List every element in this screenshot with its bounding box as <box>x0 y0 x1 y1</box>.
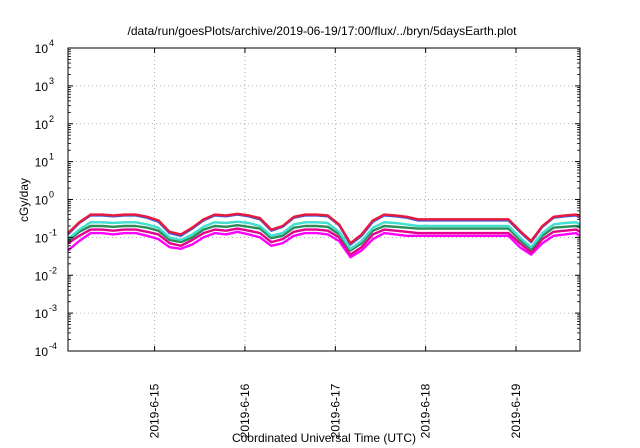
x-tick-label: 2019-6-16 <box>238 383 252 438</box>
y-tick-label: 10 <box>35 156 49 170</box>
x-tick-label: 2019-6-19 <box>509 383 523 438</box>
x-axis-label: Coordinated Universal Time (UTC) <box>232 431 416 445</box>
series-line-4 <box>67 227 581 256</box>
series-line-5 <box>67 230 581 259</box>
y-tick-label: 10 <box>35 80 49 94</box>
y-tick-label: 10 <box>35 345 49 359</box>
y-axis-label: cGy/day <box>17 178 31 222</box>
y-tick-label: 10 <box>35 231 49 245</box>
y-tick-label-exponent: -2 <box>49 265 57 275</box>
y-tick-label-exponent: -3 <box>49 303 57 313</box>
x-tick-label: 2019-6-17 <box>328 383 342 438</box>
y-tick-label-exponent: 4 <box>49 38 54 48</box>
y-tick-label-exponent: -4 <box>49 341 57 351</box>
series-line-2 <box>67 220 581 250</box>
x-axis: 2019-6-15 2019-6-16 2019-6-17 2019-6-18 2019… <box>148 48 523 438</box>
series-line-3 <box>67 224 581 252</box>
y-tick-label: 10 <box>35 194 49 208</box>
y-tick-label-exponent: 3 <box>49 76 54 86</box>
y-tick-label: 10 <box>35 118 49 132</box>
y-tick-label: 10 <box>35 42 49 56</box>
y-tick-label: 10 <box>35 307 49 321</box>
grid <box>68 48 580 351</box>
x-tick-label: 2019-6-18 <box>419 383 433 438</box>
y-tick-label-exponent: 1 <box>49 152 54 162</box>
series-line-0 <box>67 212 581 245</box>
y-tick-label-exponent: 0 <box>49 190 54 200</box>
series-layer <box>67 212 581 259</box>
x-tick-label: 2019-6-15 <box>148 383 162 438</box>
y-tick-label-exponent: -1 <box>49 227 57 237</box>
y-tick-label-exponent: 2 <box>49 114 54 124</box>
chart-title: /data/run/goesPlots/archive/2019-06-19/1… <box>128 24 518 38</box>
y-tick-label: 10 <box>35 269 49 283</box>
